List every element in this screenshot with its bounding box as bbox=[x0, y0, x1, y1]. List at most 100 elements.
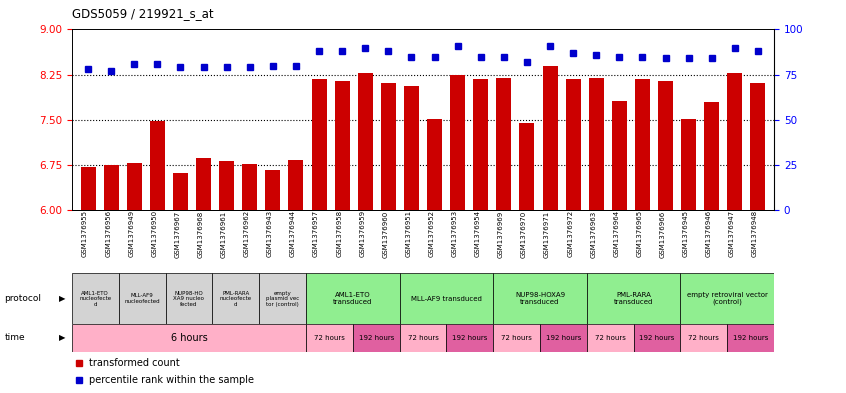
Text: GSM1376948: GSM1376948 bbox=[752, 210, 758, 257]
Text: GSM1376962: GSM1376962 bbox=[244, 210, 250, 257]
Bar bbox=[399, 273, 493, 324]
Bar bbox=[335, 81, 349, 210]
Text: 72 hours: 72 hours bbox=[501, 335, 532, 341]
Text: GSM1376967: GSM1376967 bbox=[174, 210, 180, 257]
Bar bbox=[242, 164, 257, 210]
Bar bbox=[118, 273, 166, 324]
Text: NUP98-HOXA9
transduced: NUP98-HOXA9 transduced bbox=[515, 292, 565, 305]
Text: ▶: ▶ bbox=[58, 334, 65, 342]
Bar bbox=[353, 324, 399, 352]
Bar bbox=[681, 119, 696, 210]
Text: GSM1376958: GSM1376958 bbox=[336, 210, 342, 257]
Text: GSM1376954: GSM1376954 bbox=[475, 210, 481, 257]
Text: GSM1376969: GSM1376969 bbox=[497, 210, 504, 257]
Text: 192 hours: 192 hours bbox=[452, 335, 487, 341]
Text: PML-RARA
nucleofecte
d: PML-RARA nucleofecte d bbox=[220, 291, 252, 307]
Bar bbox=[381, 83, 396, 210]
Text: GSM1376960: GSM1376960 bbox=[382, 210, 388, 257]
Bar bbox=[635, 79, 650, 210]
Text: transformed count: transformed count bbox=[90, 358, 180, 367]
Bar bbox=[80, 167, 96, 210]
Text: GDS5059 / 219921_s_at: GDS5059 / 219921_s_at bbox=[72, 7, 213, 20]
Text: 72 hours: 72 hours bbox=[408, 335, 438, 341]
Bar bbox=[72, 273, 118, 324]
Bar bbox=[447, 324, 493, 352]
Bar bbox=[306, 324, 353, 352]
Text: GSM1376949: GSM1376949 bbox=[129, 210, 135, 257]
Text: 72 hours: 72 hours bbox=[689, 335, 719, 341]
Text: 72 hours: 72 hours bbox=[595, 335, 626, 341]
Bar bbox=[519, 123, 535, 210]
Bar bbox=[399, 324, 447, 352]
Text: GSM1376944: GSM1376944 bbox=[290, 210, 296, 257]
Text: time: time bbox=[4, 334, 25, 342]
Text: GSM1376945: GSM1376945 bbox=[683, 210, 689, 257]
Bar bbox=[266, 170, 280, 210]
Bar bbox=[450, 75, 465, 210]
Text: GSM1376955: GSM1376955 bbox=[82, 210, 88, 257]
Text: GSM1376964: GSM1376964 bbox=[613, 210, 619, 257]
Bar bbox=[542, 66, 558, 210]
Bar bbox=[634, 324, 680, 352]
Bar bbox=[612, 101, 627, 210]
Bar bbox=[540, 324, 587, 352]
Text: GSM1376966: GSM1376966 bbox=[660, 210, 666, 257]
Text: 192 hours: 192 hours bbox=[546, 335, 581, 341]
Bar bbox=[72, 324, 306, 352]
Bar bbox=[259, 273, 306, 324]
Bar bbox=[127, 163, 142, 210]
Bar bbox=[728, 324, 774, 352]
Text: GSM1376959: GSM1376959 bbox=[360, 210, 365, 257]
Bar bbox=[589, 78, 604, 210]
Text: GSM1376956: GSM1376956 bbox=[105, 210, 111, 257]
Text: protocol: protocol bbox=[4, 294, 41, 303]
Text: GSM1376961: GSM1376961 bbox=[221, 210, 227, 257]
Bar bbox=[493, 273, 587, 324]
Bar bbox=[493, 324, 540, 352]
Text: 192 hours: 192 hours bbox=[359, 335, 394, 341]
Text: GSM1376950: GSM1376950 bbox=[151, 210, 157, 257]
Text: PML-RARA
transduced: PML-RARA transduced bbox=[614, 292, 653, 305]
Text: empty retroviral vector
(control): empty retroviral vector (control) bbox=[687, 292, 767, 305]
Text: GSM1376968: GSM1376968 bbox=[198, 210, 204, 257]
Bar bbox=[311, 79, 327, 210]
Bar bbox=[358, 73, 373, 210]
Text: MLL-AF9
nucleofected: MLL-AF9 nucleofected bbox=[124, 294, 160, 304]
Bar bbox=[566, 79, 580, 210]
Text: GSM1376946: GSM1376946 bbox=[706, 210, 711, 257]
Text: GSM1376953: GSM1376953 bbox=[452, 210, 458, 257]
Text: 6 hours: 6 hours bbox=[171, 333, 207, 343]
Text: 72 hours: 72 hours bbox=[314, 335, 345, 341]
Text: GSM1376943: GSM1376943 bbox=[266, 210, 273, 257]
Text: GSM1376965: GSM1376965 bbox=[636, 210, 642, 257]
Bar bbox=[704, 102, 719, 210]
Text: GSM1376972: GSM1376972 bbox=[567, 210, 573, 257]
Bar bbox=[306, 273, 399, 324]
Text: empty
plasmid vec
tor (control): empty plasmid vec tor (control) bbox=[266, 291, 299, 307]
Bar bbox=[728, 73, 742, 210]
Text: GSM1376957: GSM1376957 bbox=[313, 210, 319, 257]
Text: MLL-AF9 transduced: MLL-AF9 transduced bbox=[411, 296, 482, 302]
Bar bbox=[497, 78, 511, 210]
Text: 192 hours: 192 hours bbox=[733, 335, 768, 341]
Text: percentile rank within the sample: percentile rank within the sample bbox=[90, 375, 255, 385]
Text: GSM1376970: GSM1376970 bbox=[521, 210, 527, 257]
Text: GSM1376963: GSM1376963 bbox=[591, 210, 596, 257]
Text: 192 hours: 192 hours bbox=[640, 335, 675, 341]
Bar bbox=[196, 158, 211, 210]
Bar bbox=[473, 79, 488, 210]
Bar bbox=[404, 86, 419, 210]
Bar bbox=[658, 81, 673, 210]
Bar bbox=[750, 83, 766, 210]
Text: AML1-ETO
transduced: AML1-ETO transduced bbox=[333, 292, 372, 305]
Text: NUP98-HO
XA9 nucleo
fected: NUP98-HO XA9 nucleo fected bbox=[173, 291, 205, 307]
Text: GSM1376952: GSM1376952 bbox=[429, 210, 435, 257]
Bar bbox=[680, 324, 728, 352]
Bar bbox=[587, 324, 634, 352]
Text: AML1-ETO
nucleofecte
d: AML1-ETO nucleofecte d bbox=[80, 291, 112, 307]
Bar bbox=[680, 273, 774, 324]
Text: GSM1376971: GSM1376971 bbox=[544, 210, 550, 257]
Bar bbox=[587, 273, 680, 324]
Bar bbox=[288, 160, 304, 210]
Bar bbox=[212, 273, 259, 324]
